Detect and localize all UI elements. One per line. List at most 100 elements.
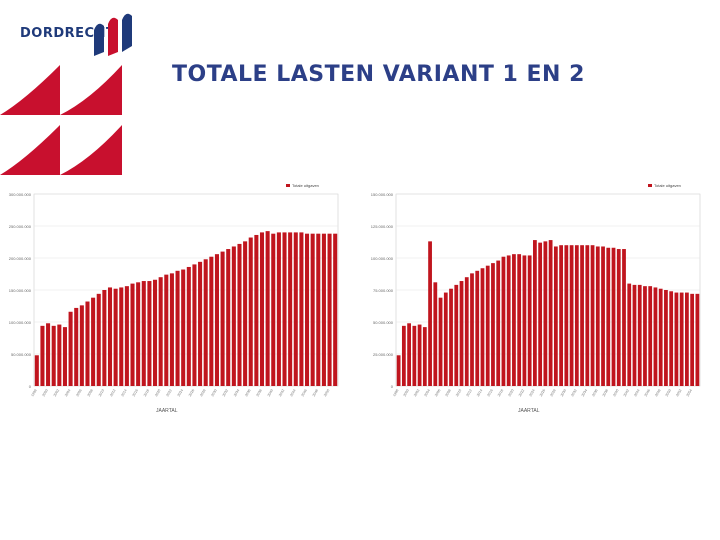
bar xyxy=(113,288,118,386)
chart-1-svg: 0 50.000.000 100.000.000 150.000.000 200.000… xyxy=(9,183,339,414)
bar xyxy=(107,287,113,386)
bar xyxy=(464,277,469,386)
x-tick-label: 2038 xyxy=(256,388,263,397)
x-tick-label: 2020 xyxy=(507,388,514,397)
x-tick-label: 2030 xyxy=(210,388,217,397)
bar xyxy=(209,256,214,386)
bar xyxy=(417,324,422,386)
x-tick-label: 2036 xyxy=(591,388,598,397)
x-tick-label: 1998 xyxy=(30,388,37,397)
bar xyxy=(428,241,432,386)
x-tick-label: 2012 xyxy=(109,388,116,397)
bar xyxy=(310,233,315,386)
y-tick-label: 150.000.000 xyxy=(371,192,394,197)
bar xyxy=(574,245,579,386)
bar xyxy=(475,270,480,386)
bar xyxy=(412,325,417,386)
x-tick-label: 2008 xyxy=(445,388,452,397)
y-tick-label: 0 xyxy=(391,384,394,389)
bar xyxy=(674,292,679,386)
bar xyxy=(85,301,90,386)
bar xyxy=(254,234,259,386)
x-tick-label: 2010 xyxy=(455,388,462,397)
x-tick-label: 2036 xyxy=(244,388,251,397)
x-tick-label: 2014 xyxy=(476,388,483,397)
y-tick-label: 50.000.000 xyxy=(11,352,32,357)
bar xyxy=(590,245,595,386)
x-tick-label: 2000 xyxy=(403,388,410,397)
x-tick-label: 2016 xyxy=(132,388,139,397)
bar xyxy=(443,292,448,386)
x-tick-label: 2018 xyxy=(143,388,150,397)
x-tick-label: 2006 xyxy=(434,388,441,397)
bar xyxy=(517,254,522,386)
x-tick-label: 2044 xyxy=(289,388,296,397)
x-tick-label: 2034 xyxy=(233,388,240,397)
bar xyxy=(569,245,574,386)
bar xyxy=(564,245,569,386)
y-tick-label: 150.000.000 xyxy=(9,288,32,293)
x-tick-label: 2044 xyxy=(633,388,640,397)
bar xyxy=(243,241,248,386)
bar xyxy=(130,283,135,386)
bar xyxy=(433,282,438,386)
bar xyxy=(175,270,180,386)
bar xyxy=(496,260,501,386)
bar xyxy=(485,265,490,386)
bar xyxy=(91,297,96,386)
bar xyxy=(96,293,101,386)
x-tick-label: 2016 xyxy=(486,388,493,397)
bar xyxy=(214,254,219,386)
bar xyxy=(305,233,310,386)
bar xyxy=(595,246,600,386)
x-tick-label: 2030 xyxy=(560,388,567,397)
bar xyxy=(136,282,141,386)
x-tick-label: 2048 xyxy=(654,388,661,397)
x-tick-label: 2014 xyxy=(120,388,127,397)
bar xyxy=(669,291,674,386)
x-tick-label: 2042 xyxy=(623,388,630,397)
x-tick-label: 2032 xyxy=(570,388,577,397)
x-tick-label: 2002 xyxy=(53,388,60,397)
bar xyxy=(664,290,668,386)
bar xyxy=(543,241,548,386)
bar xyxy=(192,264,197,386)
x-tick-label: 2046 xyxy=(301,388,308,397)
y-tick-label: 50.000.000 xyxy=(373,320,394,325)
x-tick-label: 2004 xyxy=(424,388,431,397)
x-tick-label: 2024 xyxy=(177,388,184,397)
bar xyxy=(538,242,543,386)
chart-variant-1: 0 50.000.000 100.000.000 150.000.000 200.000… xyxy=(0,178,346,416)
bar xyxy=(548,240,553,386)
y-tick-label: 0 xyxy=(29,384,32,389)
bar xyxy=(271,233,276,386)
x-tick-label: 2012 xyxy=(466,388,473,397)
x-tick-label: 2006 xyxy=(75,388,82,397)
bar xyxy=(685,292,689,386)
bar xyxy=(34,355,39,386)
chart-2-svg: 0 25.000.000 50.000.000 75.000.000 100.000.0… xyxy=(371,183,701,414)
bar xyxy=(643,286,647,386)
x-tick-label: 2026 xyxy=(539,388,546,397)
bar xyxy=(226,249,231,386)
bar xyxy=(522,255,527,386)
bar xyxy=(248,237,253,386)
x-tick-label: 2038 xyxy=(602,388,609,397)
bar xyxy=(454,284,459,386)
bar xyxy=(658,288,663,386)
y-tick-label: 125.000.000 xyxy=(371,224,394,229)
bar xyxy=(231,246,236,386)
bar xyxy=(401,325,406,386)
x-tick-label: 2026 xyxy=(188,388,195,397)
x-tick-label: 2008 xyxy=(87,388,94,397)
x-axis-label: JAARTAL xyxy=(518,408,540,414)
x-tick-label: 2022 xyxy=(165,388,172,397)
bar xyxy=(293,232,298,386)
bar xyxy=(333,233,338,386)
x-tick-label: 2028 xyxy=(199,388,206,397)
legend-label: Totale uitgaven xyxy=(654,183,681,188)
bar xyxy=(637,284,642,386)
x-tick-label: 2018 xyxy=(497,388,504,397)
x-tick-label: 2046 xyxy=(644,388,651,397)
x-tick-label: 2024 xyxy=(528,388,535,397)
